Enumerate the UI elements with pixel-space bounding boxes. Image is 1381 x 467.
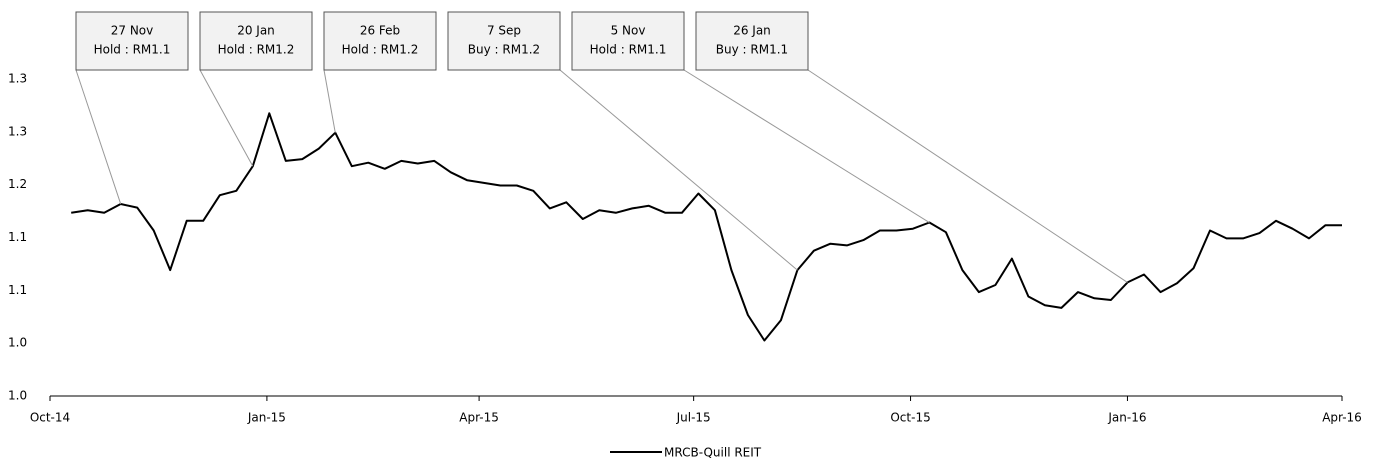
x-tick-label: Jan-16 xyxy=(1107,411,1146,425)
annotation-date: 20 Jan xyxy=(237,24,275,38)
y-tick-label: 1.3 xyxy=(8,72,27,86)
annotation-date: 5 Nov xyxy=(611,24,646,38)
legend-label: MRCB-Quill REIT xyxy=(664,446,762,460)
annotation-text: Buy : RM1.1 xyxy=(716,43,788,57)
x-tick-label: Jan-15 xyxy=(247,411,286,425)
y-tick-label: 1.1 xyxy=(8,230,27,244)
annotation-connector xyxy=(683,69,930,223)
annotation-text: Hold : RM1.2 xyxy=(342,43,419,57)
annotation-text: Buy : RM1.2 xyxy=(468,43,540,57)
annotation-text: Hold : RM1.1 xyxy=(590,43,667,57)
annotation-box xyxy=(75,11,189,71)
x-tick-label: Jul-15 xyxy=(676,411,711,425)
annotation-box xyxy=(695,11,809,71)
series-line xyxy=(71,112,1342,342)
y-tick-label: 1.0 xyxy=(8,389,27,403)
annotation-box xyxy=(323,11,437,71)
y-tick-label: 1.0 xyxy=(8,336,27,350)
annotation-date: 26 Feb xyxy=(360,24,400,38)
annotation-box xyxy=(571,11,685,71)
annotation-box xyxy=(199,11,313,71)
annotation-date: 27 Nov xyxy=(111,24,154,38)
annotation-connector xyxy=(323,69,336,133)
annotation-text: Hold : RM1.2 xyxy=(218,43,295,57)
annotation-date: 26 Jan xyxy=(733,24,771,38)
annotation-text: Hold : RM1.1 xyxy=(94,43,171,57)
annotation-box xyxy=(447,11,561,71)
y-tick-label: 1.3 xyxy=(8,124,27,138)
annotation-connector xyxy=(75,69,122,205)
y-tick-label: 1.2 xyxy=(8,177,27,191)
x-tick-label: Oct-14 xyxy=(30,411,70,425)
x-tick-label: Apr-15 xyxy=(459,411,499,425)
annotation-connector xyxy=(199,69,254,167)
x-tick-label: Apr-16 xyxy=(1322,411,1362,425)
y-tick-label: 1.1 xyxy=(8,283,27,297)
x-tick-label: Oct-15 xyxy=(890,411,930,425)
annotation-date: 7 Sep xyxy=(487,24,521,38)
annotation-connector xyxy=(807,69,1128,283)
annotation-connector xyxy=(559,69,798,271)
